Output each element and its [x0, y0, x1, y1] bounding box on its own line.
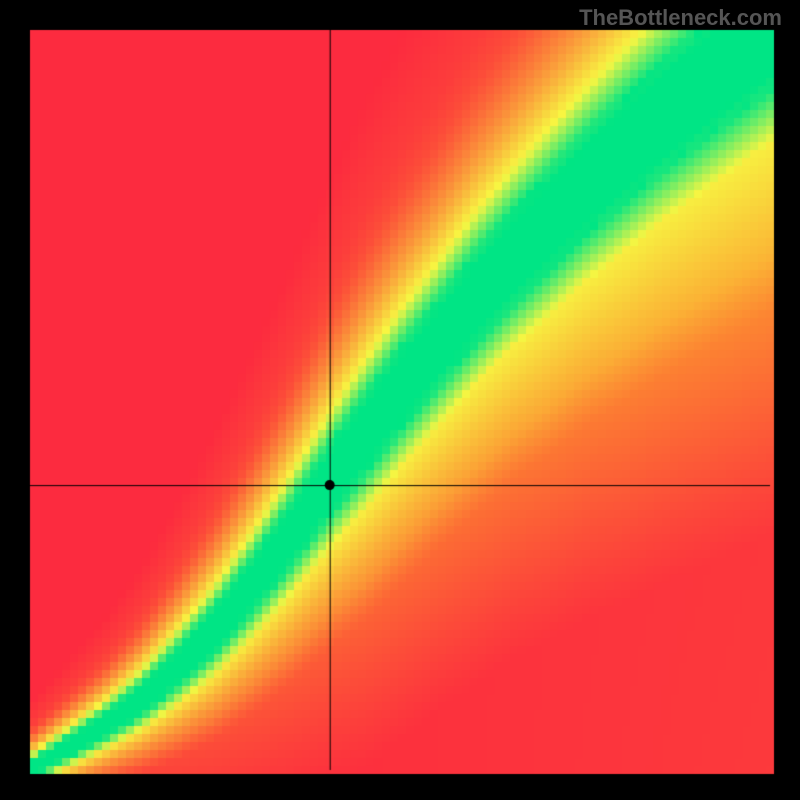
watermark-label: TheBottleneck.com [579, 5, 782, 31]
heatmap-canvas [0, 0, 800, 800]
chart-container: TheBottleneck.com [0, 0, 800, 800]
